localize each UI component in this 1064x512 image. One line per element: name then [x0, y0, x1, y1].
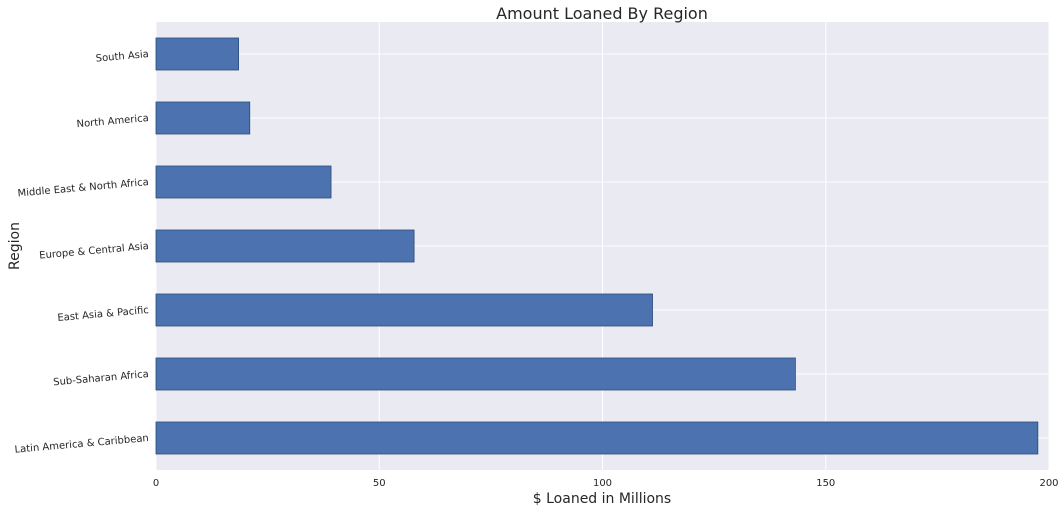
- bar: [155, 101, 251, 135]
- bar: [155, 357, 796, 391]
- category-label: North America: [76, 113, 149, 130]
- x-tick-label: 100: [593, 478, 612, 489]
- category-label: Sub-Saharan Africa: [53, 369, 149, 388]
- bar: [155, 37, 240, 71]
- bar: [155, 229, 415, 263]
- x-tick-labels: 0 50 100 150 200: [153, 478, 1059, 489]
- x-tick-label: 50: [373, 478, 386, 489]
- category-label: South Asia: [95, 49, 149, 65]
- x-axis-label: $ Loaned in Millions: [533, 491, 671, 507]
- category-label: Middle East & North Africa: [17, 177, 149, 199]
- y-axis-label: Region: [7, 222, 23, 270]
- bar: [155, 293, 653, 327]
- x-tick-label: 150: [816, 478, 835, 489]
- x-tick-label: 200: [1039, 478, 1058, 489]
- bars: [155, 37, 1039, 455]
- chart-title: Amount Loaned By Region: [496, 4, 708, 23]
- category-label: Latin America & Caribbean: [14, 433, 149, 456]
- category-label: Europe & Central Asia: [39, 241, 149, 262]
- bar: [155, 165, 332, 199]
- x-tick-label: 0: [153, 478, 159, 489]
- category-label: East Asia & Pacific: [57, 305, 149, 324]
- bar: [155, 421, 1039, 455]
- category-labels: Latin America & Caribbean Sub-Saharan Afr…: [14, 49, 149, 456]
